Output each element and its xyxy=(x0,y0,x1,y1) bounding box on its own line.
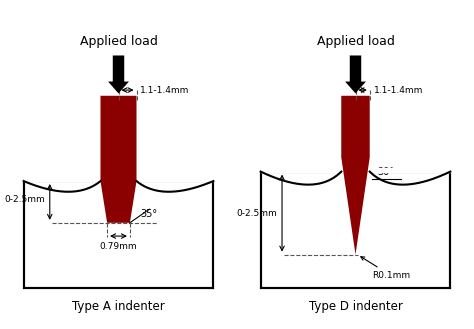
Polygon shape xyxy=(341,96,370,255)
Text: 30°: 30° xyxy=(377,167,394,177)
Text: Applied load: Applied load xyxy=(317,36,394,48)
Polygon shape xyxy=(108,56,129,93)
Text: 1.1-1.4mm: 1.1-1.4mm xyxy=(140,86,190,94)
Text: 0-2.5mm: 0-2.5mm xyxy=(4,195,45,204)
Text: Type A indenter: Type A indenter xyxy=(72,300,165,313)
Text: 1.1-1.4mm: 1.1-1.4mm xyxy=(374,86,423,94)
Text: 35°: 35° xyxy=(140,209,157,219)
Text: R0.1mm: R0.1mm xyxy=(361,257,410,280)
Polygon shape xyxy=(100,96,137,223)
Bar xyxy=(261,172,450,288)
Text: 0.79mm: 0.79mm xyxy=(100,242,137,251)
Text: 0-2.5mm: 0-2.5mm xyxy=(237,209,277,217)
Text: Type D indenter: Type D indenter xyxy=(309,300,402,313)
Bar xyxy=(24,181,213,288)
Polygon shape xyxy=(345,56,366,93)
Text: Applied load: Applied load xyxy=(80,36,157,48)
